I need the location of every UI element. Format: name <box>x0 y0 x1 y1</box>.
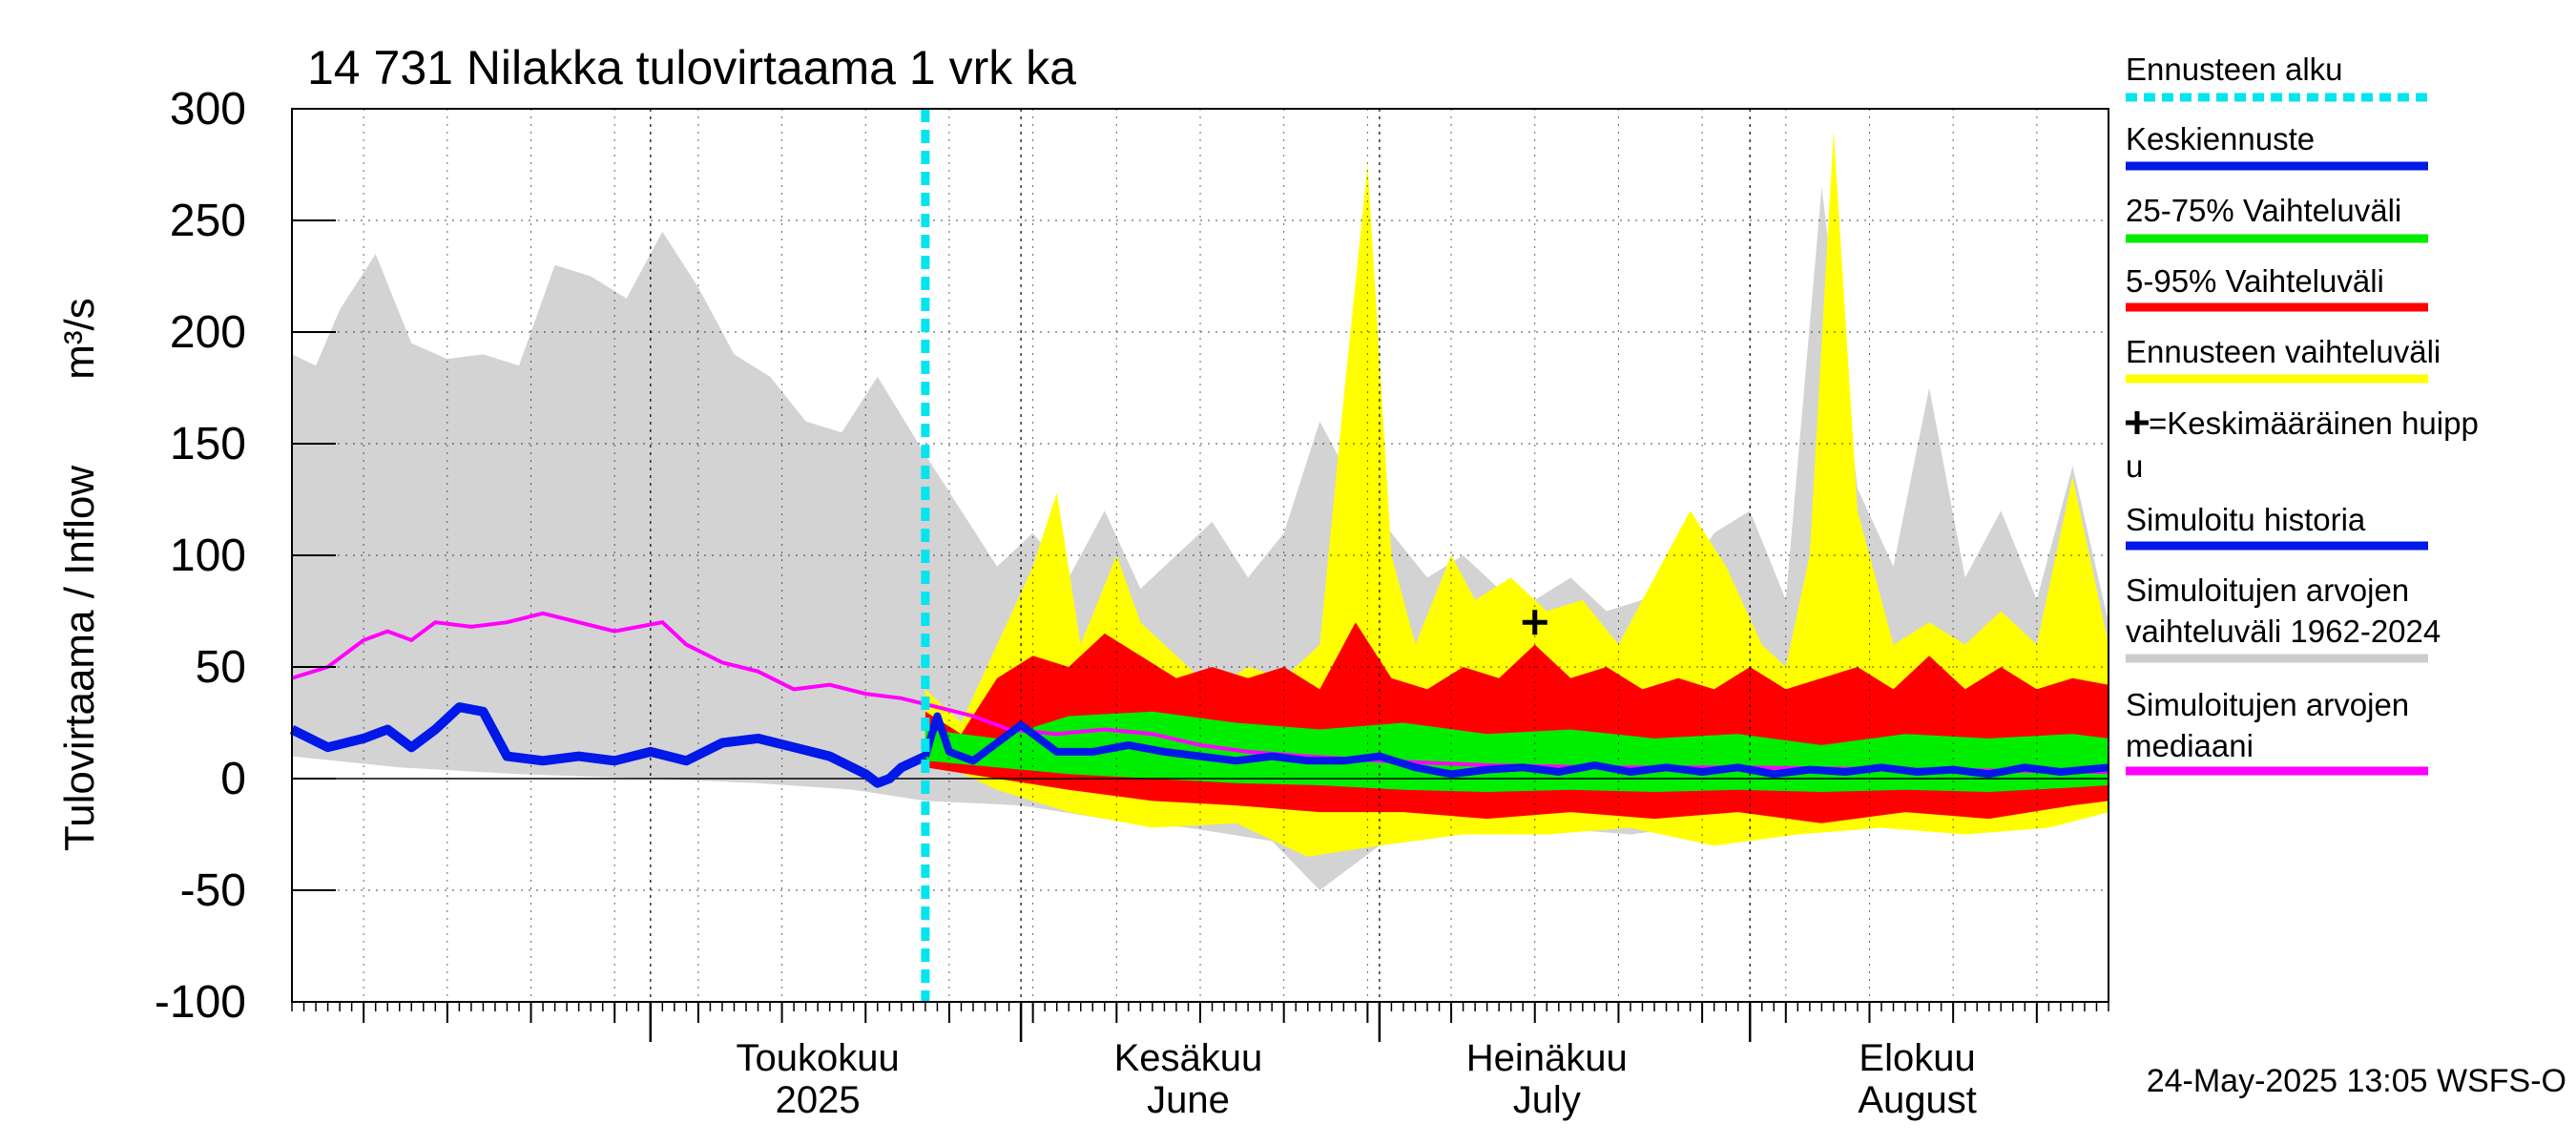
month-label-en: July <box>1513 1079 1581 1121</box>
mean-peak-marker <box>1522 610 1548 635</box>
y-axis-title: Tulovirtaama / Inflow <box>56 466 103 852</box>
legend-item: 5-95% Vaihteluväli <box>2126 263 2428 312</box>
legend: Ennusteen alku Keskiennuste 25-75% Vaihtel… <box>2126 52 2479 776</box>
legend-item: 25-75% Vaihteluväli <box>2126 193 2428 243</box>
y-tick-label: 250 <box>170 196 246 246</box>
legend-item: Simuloitujen arvojen mediaani <box>2126 687 2428 776</box>
forecast-range-area <box>924 131 2109 857</box>
legend-label: Ennusteen alku <box>2126 52 2343 87</box>
legend-label: =Keskimääräinen huipp <box>2149 406 2479 441</box>
month-label-en: August <box>1858 1079 1977 1121</box>
legend-label: Simuloitujen arvojen <box>2126 572 2409 608</box>
legend-item: Simuloitujen arvojen vaihteluväli 1962-20… <box>2126 572 2441 663</box>
y-tick-label: 150 <box>170 419 246 469</box>
y-tick-label: 0 <box>220 754 246 804</box>
legend-label: 25-75% Vaihteluväli <box>2126 193 2401 228</box>
y-axis-label: Tulovirtaama / Inflow m³/s <box>56 298 103 851</box>
legend-label-2: vaihteluväli 1962-2024 <box>2126 614 2441 649</box>
y-tick-label: 50 <box>196 642 246 693</box>
month-label-en: June <box>1147 1079 1230 1121</box>
legend-label: Simuloitu historia <box>2126 502 2366 537</box>
series-lines <box>289 109 2109 1002</box>
forecast-mean-line <box>922 712 2109 779</box>
y-tick-label: 300 <box>170 84 246 135</box>
legend-label: 5-95% Vaihteluväli <box>2126 263 2384 299</box>
legend-label: Keskiennuste <box>2126 121 2315 156</box>
legend-item: Keskiennuste <box>2126 121 2428 171</box>
month-label: Elokuu <box>1859 1037 1975 1079</box>
footer-timestamp: 24-May-2025 13:05 WSFS-O <box>2147 1063 2566 1099</box>
legend-item: Simuloitu historia <box>2126 502 2428 551</box>
chart-title: 14 731 Nilakka tulovirtaama 1 vrk ka <box>307 41 1076 94</box>
legend-label-2: u <box>2126 448 2143 484</box>
legend-label: Ennusteen vaihteluväli <box>2126 334 2441 369</box>
plot-area <box>289 108 2109 1003</box>
y-tick-label: 100 <box>170 531 246 581</box>
legend-item: Ennusteen alku <box>2126 52 2428 102</box>
legend-label-2: mediaani <box>2126 728 2254 763</box>
legend-item: Ennusteen vaihteluväli <box>2126 334 2441 384</box>
legend-label: Simuloitujen arvojen <box>2126 687 2409 722</box>
sim-history-line <box>289 702 928 788</box>
month-label: Toukokuu <box>737 1037 900 1079</box>
y-tick-label: -100 <box>155 977 246 1028</box>
y-tick-label: 200 <box>170 307 246 358</box>
month-label: Heinäkuu <box>1466 1037 1628 1079</box>
month-label: Kesäkuu <box>1114 1037 1263 1079</box>
y-axis-unit: m³/s <box>56 298 103 380</box>
y-axis-ticks: -100 -50 0 50 100 150 200 250 300 <box>155 84 336 1028</box>
y-tick-label: -50 <box>180 865 246 916</box>
month-label-en: 2025 <box>776 1079 861 1121</box>
